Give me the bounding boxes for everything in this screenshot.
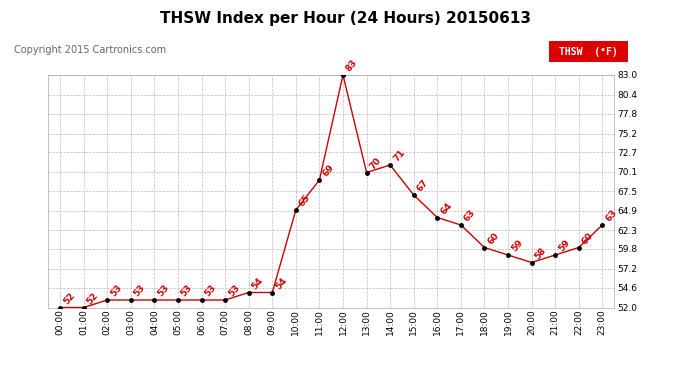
Text: 52: 52 <box>85 291 100 306</box>
Text: Copyright 2015 Cartronics.com: Copyright 2015 Cartronics.com <box>14 45 166 55</box>
Text: 63: 63 <box>462 208 477 224</box>
Text: 59: 59 <box>509 238 524 254</box>
Text: 60: 60 <box>580 231 595 246</box>
Text: 64: 64 <box>439 201 454 216</box>
Text: 54: 54 <box>274 276 288 291</box>
Text: 83: 83 <box>344 58 359 74</box>
Text: 63: 63 <box>604 208 619 224</box>
Text: 53: 53 <box>203 283 218 298</box>
Text: 65: 65 <box>297 193 312 208</box>
Text: THSW  (°F): THSW (°F) <box>559 46 618 57</box>
Text: 71: 71 <box>391 148 406 164</box>
Text: 53: 53 <box>156 283 170 298</box>
Text: 59: 59 <box>557 238 571 254</box>
Text: 53: 53 <box>179 283 195 298</box>
Text: THSW Index per Hour (24 Hours) 20150613: THSW Index per Hour (24 Hours) 20150613 <box>159 11 531 26</box>
Text: 70: 70 <box>368 156 383 171</box>
Text: 69: 69 <box>321 163 336 178</box>
Text: 53: 53 <box>108 283 124 298</box>
Text: 52: 52 <box>61 291 77 306</box>
Text: 67: 67 <box>415 178 430 194</box>
Text: 53: 53 <box>132 283 147 298</box>
Text: 60: 60 <box>486 231 501 246</box>
Text: 58: 58 <box>533 246 548 261</box>
Text: 54: 54 <box>250 276 265 291</box>
Text: 53: 53 <box>226 283 242 298</box>
